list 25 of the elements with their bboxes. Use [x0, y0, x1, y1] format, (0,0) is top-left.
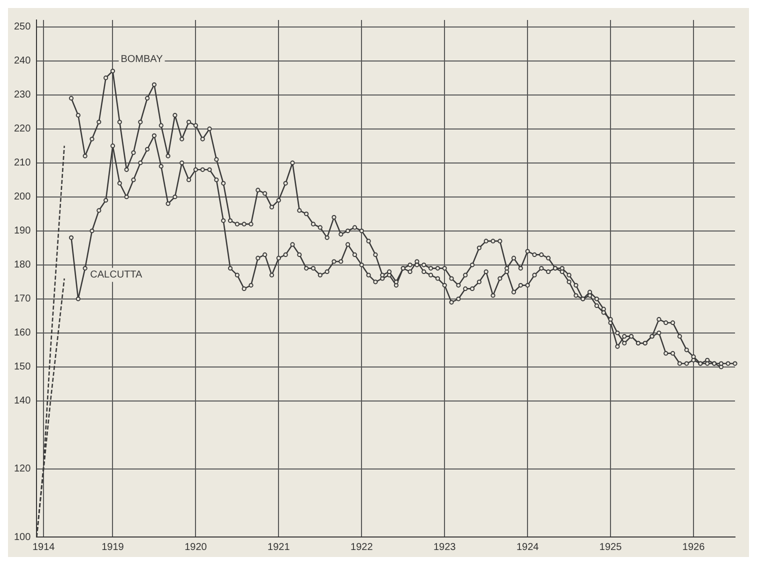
y-tick-label: 100	[14, 532, 32, 543]
x-tick-label: 1926	[682, 542, 706, 553]
x-tick-label: 1914	[32, 542, 56, 553]
x-tick-label: 1925	[599, 542, 622, 553]
x-tick-label: 1921	[268, 542, 290, 553]
y-tick-label: 190	[14, 226, 32, 237]
y-tick-label: 120	[14, 464, 32, 475]
x-tick-label: 1924	[516, 542, 540, 553]
y-tick-label: 180	[14, 260, 32, 271]
series-label: CALCUTTA	[90, 270, 143, 281]
x-tick-label: 1920	[184, 542, 208, 553]
y-tick-label: 210	[14, 158, 32, 169]
x-tick-label: 1919	[102, 542, 124, 553]
x-tick-label: 1923	[433, 542, 456, 553]
y-tick-label: 250	[14, 22, 32, 33]
y-tick-label: 160	[14, 328, 32, 339]
series-label: BOMBAY	[120, 54, 164, 65]
y-tick-label: 220	[14, 124, 32, 135]
y-tick-label: 200	[14, 192, 32, 203]
y-tick-label: 140	[14, 396, 32, 407]
y-tick-label: 230	[14, 90, 32, 101]
y-tick-label: 150	[14, 362, 32, 373]
y-tick-label: 170	[14, 294, 32, 305]
y-tick-label: 240	[14, 56, 32, 67]
x-tick-label: 1922	[350, 542, 374, 553]
